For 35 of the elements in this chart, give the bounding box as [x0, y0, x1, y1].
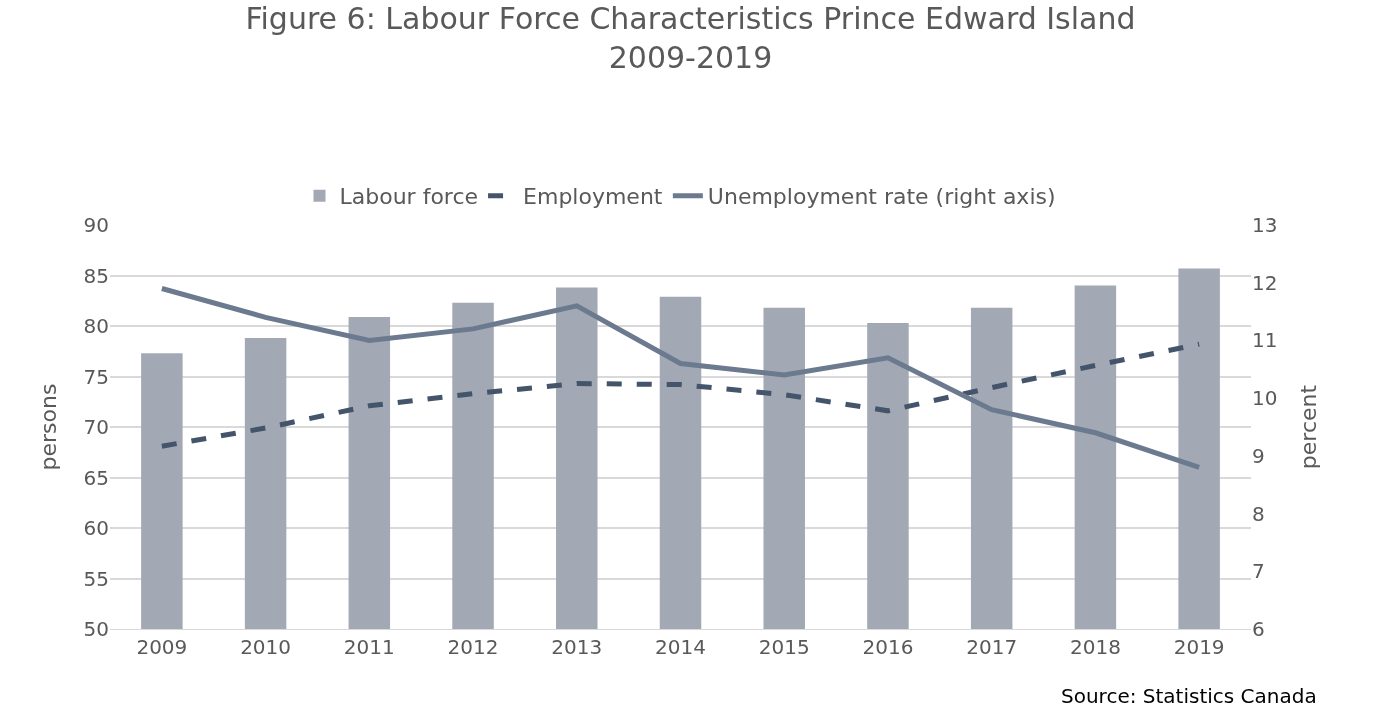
y2-tick-label: 11 — [1252, 328, 1278, 353]
y-tick-label: 55 — [83, 566, 109, 591]
x-tick-label: 2017 — [966, 635, 1018, 659]
y-tick-label: 90 — [83, 213, 109, 237]
y-tick-label: 60 — [83, 516, 109, 540]
source-note: Source: Statistics Canada — [1061, 684, 1317, 708]
y-tick-label: 50 — [83, 617, 109, 641]
x-tick-label: 2010 — [240, 635, 292, 659]
y2-tick-label: 12 — [1252, 270, 1278, 295]
legend-label: Labour force — [339, 184, 479, 210]
x-tick-label: 2019 — [1173, 635, 1225, 659]
y-tick-label: 80 — [83, 314, 109, 338]
y2-tick-label: 8 — [1252, 501, 1265, 526]
y2-tick-label: 10 — [1252, 386, 1278, 411]
y2-tick-label: 7 — [1252, 559, 1265, 584]
x-tick-label: 2012 — [447, 635, 499, 659]
x-tick-label: 2014 — [655, 635, 706, 659]
legend-label: Unemployment rate (right axis) — [707, 184, 1056, 210]
y2-tick-label: 6 — [1252, 617, 1265, 641]
y2-tick-label: 13 — [1252, 213, 1278, 237]
x-tick-label: 2016 — [862, 635, 914, 659]
y-axis-title: persons — [36, 383, 61, 471]
x-tick-label: 2011 — [343, 635, 395, 659]
y-tick-label: 70 — [83, 415, 109, 439]
x-tick-label: 2013 — [551, 635, 603, 659]
x-tick-label: 2015 — [758, 635, 810, 659]
y2-axis-title: percent — [1296, 384, 1321, 470]
y-tick-label: 85 — [83, 263, 109, 288]
y-tick-label: 75 — [83, 364, 109, 389]
chart-title: Figure 6: Labour Force Characteristics Prince Edward Island 2009-2019 — [245, 0, 1136, 75]
x-tick-label: 2009 — [136, 635, 188, 659]
y2-tick-label: 9 — [1252, 443, 1265, 468]
y-tick-label: 65 — [83, 465, 109, 490]
legend-label: Employment — [523, 184, 663, 210]
x-tick-label: 2018 — [1069, 635, 1121, 659]
